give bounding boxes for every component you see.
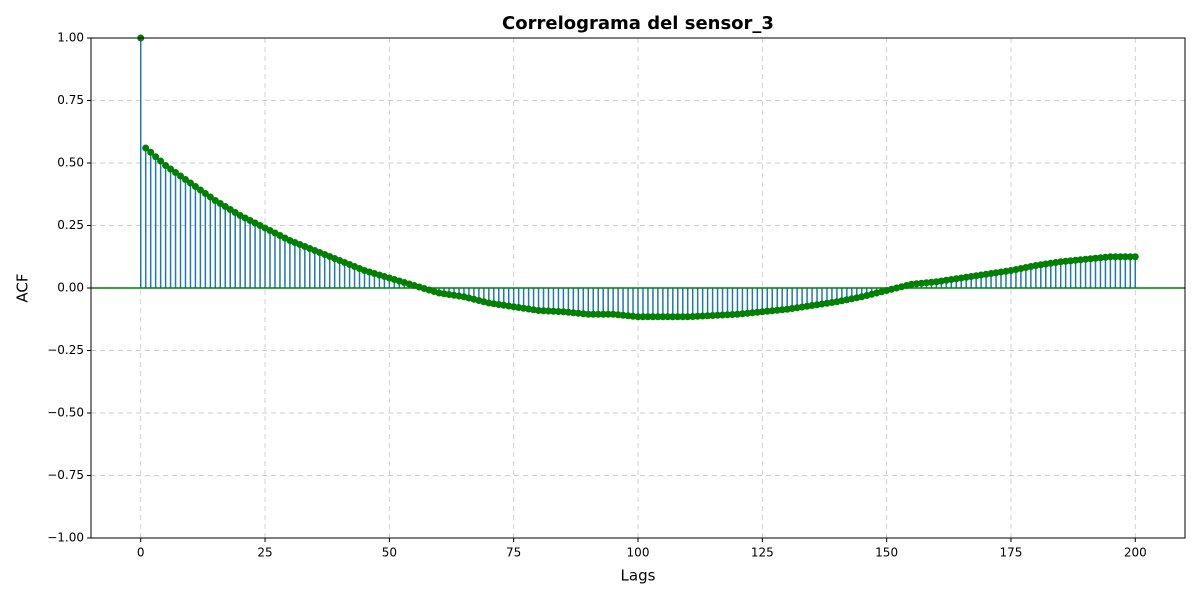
- marker: [540, 307, 548, 315]
- y-tick-label: −0.75: [47, 468, 84, 482]
- marker: [1126, 253, 1134, 261]
- marker: [714, 311, 722, 319]
- marker: [689, 313, 697, 320]
- x-tick-label: 200: [1124, 546, 1147, 560]
- y-tick-label: 0.75: [57, 93, 84, 107]
- marker: [594, 310, 602, 318]
- marker: [147, 148, 155, 156]
- marker: [724, 311, 732, 319]
- chart-title: Correlograma del sensor_3: [502, 13, 774, 34]
- marker: [554, 308, 562, 315]
- x-tick-label: 100: [627, 546, 650, 560]
- marker: [649, 313, 657, 321]
- marker: [181, 176, 189, 183]
- marker: [206, 193, 214, 201]
- x-axis-label: Lags: [621, 567, 656, 585]
- marker: [589, 310, 597, 318]
- y-tick-label: 0.50: [57, 156, 84, 170]
- marker: [644, 313, 652, 321]
- marker: [599, 310, 607, 318]
- marker: [549, 307, 557, 315]
- marker: [1111, 253, 1119, 261]
- x-tick-label: 75: [506, 546, 521, 560]
- y-tick-label: 1.00: [57, 31, 84, 45]
- marker: [728, 311, 736, 318]
- y-tick-label: −0.25: [47, 343, 84, 357]
- marker: [157, 157, 165, 165]
- marker: [669, 313, 677, 321]
- marker: [162, 162, 170, 169]
- marker: [167, 165, 175, 173]
- marker: [684, 313, 692, 321]
- plot: [91, 34, 1185, 321]
- marker: [584, 310, 592, 318]
- x-tick-label: 50: [382, 546, 397, 560]
- x-tick-label: 0: [137, 546, 145, 560]
- marker: [1131, 253, 1139, 261]
- marker: [709, 312, 717, 319]
- marker: [535, 307, 543, 314]
- marker: [704, 312, 712, 320]
- marker: [544, 307, 552, 315]
- marker: [196, 186, 204, 194]
- marker: [679, 313, 687, 321]
- marker: [177, 172, 185, 180]
- y-tick-label: 0.00: [57, 281, 84, 295]
- y-axis-label: ACF: [14, 273, 32, 302]
- x-tick-label: 25: [257, 546, 272, 560]
- marker: [152, 153, 160, 161]
- marker: [664, 313, 672, 321]
- marker: [1106, 253, 1114, 261]
- x-tick-label: 125: [751, 546, 774, 560]
- marker: [719, 311, 727, 319]
- y-tick-label: 0.25: [57, 218, 84, 232]
- x-tick-label: 150: [875, 546, 898, 560]
- marker: [191, 183, 199, 190]
- marker: [694, 312, 702, 320]
- marker: [654, 313, 662, 321]
- marker: [1121, 253, 1129, 261]
- y-tick-label: −1.00: [47, 531, 84, 545]
- marker: [1116, 253, 1124, 261]
- marker: [674, 313, 682, 321]
- marker: [659, 313, 667, 321]
- marker: [201, 190, 209, 197]
- marker: [142, 144, 150, 152]
- marker: [634, 313, 642, 321]
- marker: [186, 179, 194, 187]
- marker: [604, 310, 612, 318]
- y-tick-label: −0.50: [47, 406, 84, 420]
- marker: [172, 169, 180, 176]
- marker: [639, 313, 647, 321]
- x-tick-label: 175: [1000, 546, 1023, 560]
- marker: [699, 312, 707, 320]
